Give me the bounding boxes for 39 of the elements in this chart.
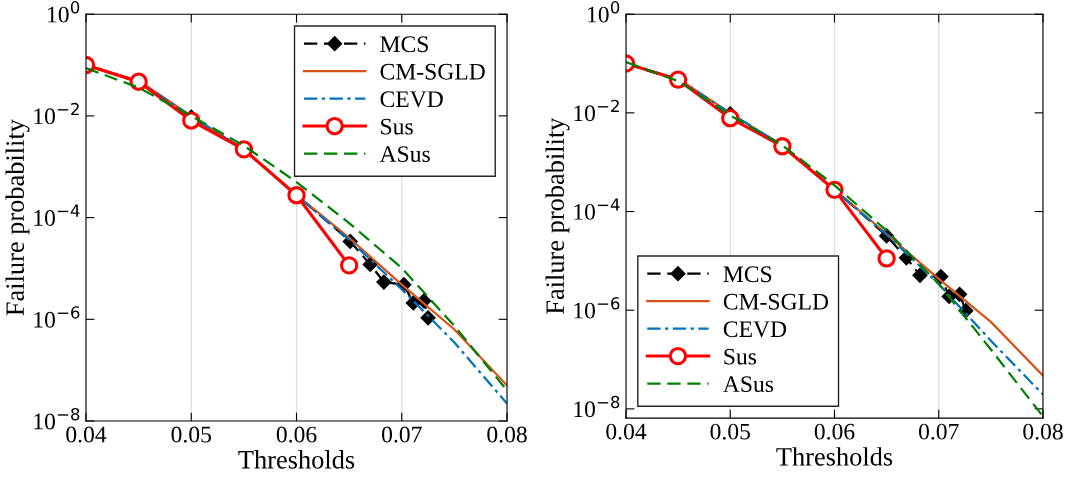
legend-label: Sus [724, 348, 757, 365]
y-tick-label: 10$^{−6}$ [34, 306, 80, 328]
point [721, 109, 740, 128]
y-axis-title: Failure probability [545, 117, 570, 314]
point [420, 310, 436, 326]
x-tick-label: 0.05 [171, 426, 211, 443]
x-tick-label: 0.07 [382, 426, 422, 443]
y-tick-label: 10$^{−2}$ [34, 102, 79, 125]
y-tick-label: 10$^{−2}$ [574, 99, 619, 122]
y-tick-label: 10$^{−6}$ [574, 297, 620, 319]
x-tick-label: 0.04 [606, 423, 647, 440]
y-axis-title: Failure probability [5, 119, 30, 316]
legend-label: MCS [723, 266, 772, 283]
x-tick-label: 0.07 [918, 423, 959, 440]
x-tick-label: 0.06 [814, 423, 855, 440]
legend-label: MCS [380, 36, 428, 53]
legend-label: Sus [381, 118, 413, 135]
legend-label: ASus [379, 146, 430, 163]
legend-label: ASus [723, 376, 774, 393]
y-tick-label: 10$^{0}$ [588, 1, 620, 23]
point [339, 256, 359, 275]
x-tick-label: 0.08 [487, 426, 527, 443]
legend-label: CEVD [723, 321, 787, 338]
point [912, 267, 928, 283]
point [182, 111, 201, 130]
legend-label: CM-SGLD [380, 63, 485, 80]
y-tick-label: 10$^{0}$ [48, 1, 80, 23]
point [376, 274, 392, 290]
x-tick-label: 0.06 [276, 426, 317, 443]
point [877, 249, 896, 268]
legend-label: CEVD [380, 91, 443, 108]
x-axis-title: Thresholds [776, 447, 893, 466]
y-tick-label: 10$^{−8}$ [574, 395, 620, 418]
legend-label: CM-SGLD [723, 293, 829, 310]
x-tick-label: 0.08 [1023, 423, 1063, 440]
y-tick-label: 10$^{−4}$ [34, 204, 80, 226]
y-tick-label: 10$^{−4}$ [574, 198, 620, 220]
x-tick-label: 0.05 [710, 423, 750, 440]
x-axis-title: Thresholds [238, 450, 355, 469]
